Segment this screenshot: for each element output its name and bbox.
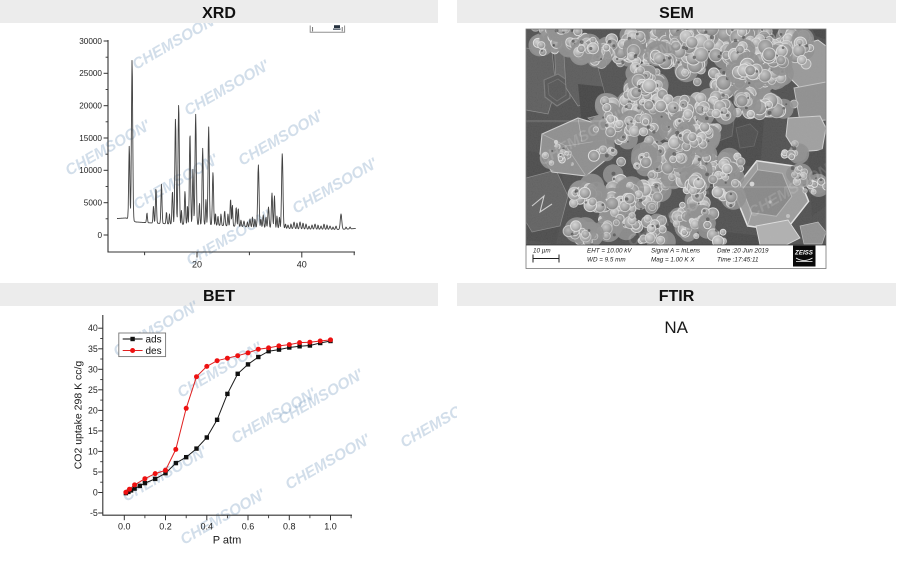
svg-text:40: 40 — [88, 323, 98, 333]
svg-text:20: 20 — [88, 405, 98, 415]
svg-text:30: 30 — [88, 364, 98, 374]
svg-text:25000: 25000 — [79, 69, 102, 78]
svg-text:10 µm: 10 µm — [533, 248, 551, 255]
svg-text:15000: 15000 — [79, 134, 102, 143]
svg-text:des: des — [146, 346, 162, 357]
svg-text:ads: ads — [146, 335, 162, 346]
svg-text:0: 0 — [97, 231, 102, 240]
svg-text:35: 35 — [88, 344, 98, 354]
svg-text:FTIR: FTIR — [659, 288, 695, 305]
svg-text:0.6: 0.6 — [242, 522, 255, 532]
svg-text:0.4: 0.4 — [201, 522, 214, 532]
svg-text:25: 25 — [88, 385, 98, 395]
svg-text:CO2 uptake 298 K cc/g: CO2 uptake 298 K cc/g — [73, 361, 85, 470]
svg-text:0.0: 0.0 — [118, 522, 131, 532]
svg-text:0.8: 0.8 — [283, 522, 296, 532]
svg-text:Mag = 1.00 K X: Mag = 1.00 K X — [651, 257, 695, 264]
svg-text:10: 10 — [88, 446, 98, 456]
svg-text:NA: NA — [664, 318, 688, 337]
svg-text:0.2: 0.2 — [159, 522, 172, 532]
svg-text:ZEISS: ZEISS — [794, 250, 814, 257]
svg-text:SEM: SEM — [659, 5, 694, 22]
svg-text:-5: -5 — [90, 508, 98, 518]
svg-text:0: 0 — [93, 488, 98, 498]
svg-text:XRD: XRD — [202, 5, 236, 22]
svg-text:Date :20 Jun 2019: Date :20 Jun 2019 — [717, 248, 769, 255]
svg-text:20: 20 — [192, 260, 202, 270]
svg-text:P atm: P atm — [213, 535, 242, 547]
svg-text:15: 15 — [88, 426, 98, 436]
svg-text:BET: BET — [203, 288, 235, 305]
svg-text:EHT = 10.00 kV: EHT = 10.00 kV — [587, 248, 632, 255]
svg-text:1.0: 1.0 — [324, 522, 337, 532]
svg-text:WD = 9.5 mm: WD = 9.5 mm — [587, 257, 626, 264]
svg-text:20000: 20000 — [79, 102, 102, 111]
svg-text:5: 5 — [93, 467, 98, 477]
svg-text:10000: 10000 — [79, 166, 102, 175]
svg-text:40: 40 — [297, 260, 307, 270]
svg-text:5000: 5000 — [84, 199, 103, 208]
svg-text:Time :17:45:11: Time :17:45:11 — [717, 257, 758, 264]
svg-text:Signal A = InLens: Signal A = InLens — [651, 248, 701, 255]
svg-text:30000: 30000 — [79, 37, 102, 46]
